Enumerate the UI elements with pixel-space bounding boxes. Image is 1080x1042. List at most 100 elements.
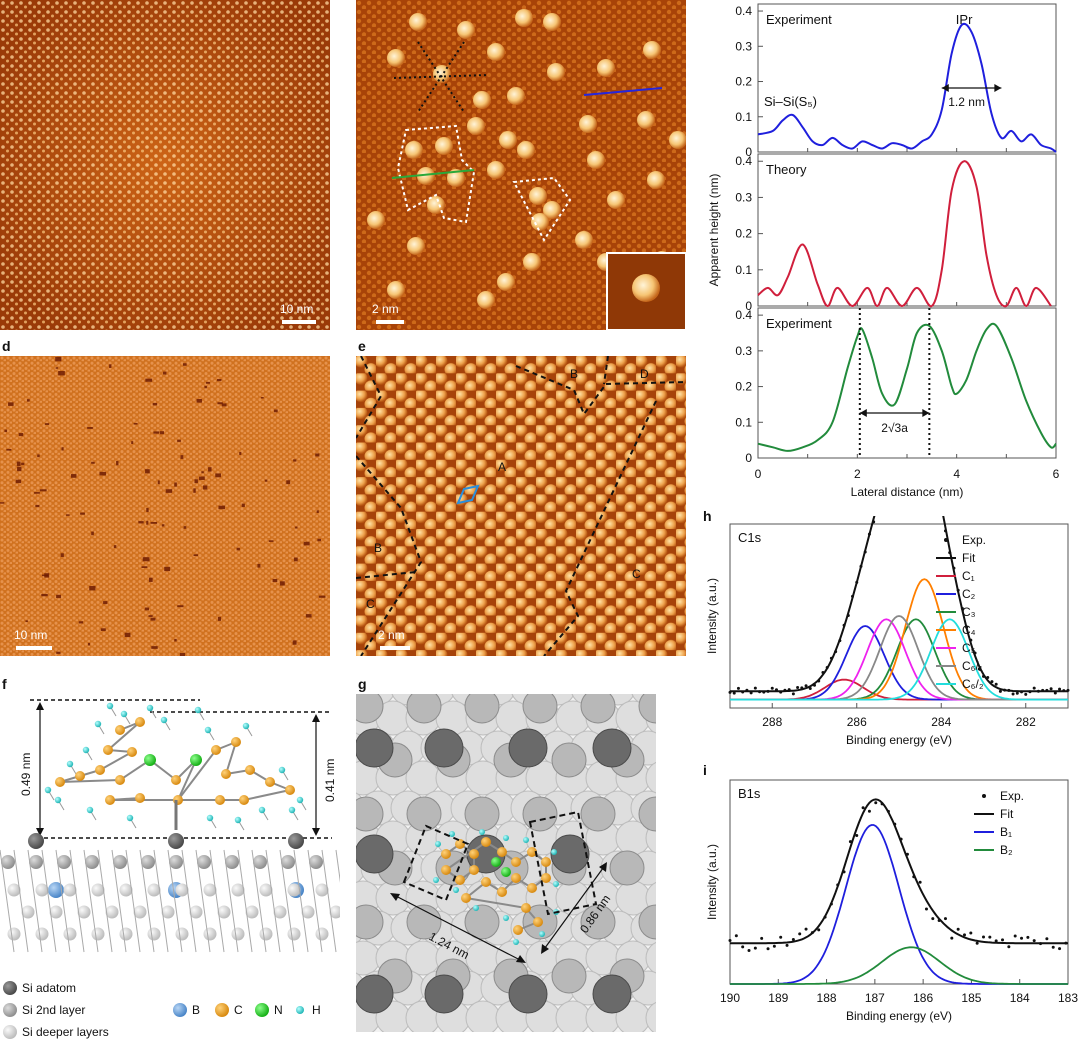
si-deeper bbox=[35, 883, 49, 897]
inset-molecule bbox=[632, 274, 660, 302]
green-profile-line bbox=[391, 169, 475, 179]
defect bbox=[146, 520, 149, 525]
c-atom bbox=[265, 777, 275, 787]
h-atom bbox=[258, 806, 266, 814]
defect bbox=[66, 514, 70, 516]
ipr-molecule bbox=[637, 111, 655, 129]
exp-point bbox=[796, 686, 800, 690]
exp-point bbox=[969, 931, 973, 935]
si-2nd bbox=[638, 694, 656, 724]
exp-point bbox=[804, 684, 808, 688]
bond bbox=[225, 741, 237, 775]
si-deeper bbox=[375, 880, 411, 916]
defect bbox=[241, 503, 245, 508]
si-2nd bbox=[580, 694, 616, 724]
defect bbox=[157, 480, 160, 485]
exp-point bbox=[943, 917, 947, 921]
h-atom bbox=[449, 831, 455, 837]
exp-point bbox=[1053, 691, 1057, 695]
exp-point bbox=[791, 692, 795, 696]
exp-point bbox=[1007, 945, 1011, 949]
defect bbox=[216, 378, 222, 382]
defect bbox=[138, 521, 144, 524]
domain-boundaries-e bbox=[356, 356, 686, 656]
h-atom bbox=[523, 837, 529, 843]
h-atom bbox=[54, 796, 62, 804]
panel-a-stm-svg bbox=[0, 0, 330, 330]
exp-point bbox=[1013, 934, 1017, 938]
defect bbox=[153, 431, 160, 434]
legend-swatch bbox=[3, 1025, 17, 1039]
c-atom bbox=[285, 785, 295, 795]
exp-point bbox=[863, 550, 867, 554]
y-tick-label: 0.4 bbox=[735, 4, 752, 18]
si-2nd bbox=[253, 855, 267, 869]
si-2nd bbox=[356, 694, 384, 724]
panel-f-structure: 0.49 nm 0.41 nm Si adatom Si 2nd layer Si … bbox=[0, 690, 340, 1042]
c-atom bbox=[511, 857, 521, 867]
si-2nd bbox=[141, 855, 155, 869]
x-tick-label: 183 bbox=[1058, 991, 1078, 1005]
h-atom bbox=[66, 760, 74, 768]
exp-point bbox=[741, 690, 745, 694]
defect bbox=[303, 541, 310, 546]
component-C3 bbox=[730, 618, 1068, 701]
x-tick-label: 187 bbox=[865, 991, 885, 1005]
h-atom bbox=[234, 816, 242, 824]
bond bbox=[177, 749, 217, 801]
exp-point bbox=[804, 927, 808, 931]
h-atom bbox=[435, 841, 441, 847]
exp-point bbox=[770, 686, 774, 690]
exp-point bbox=[1001, 938, 1005, 942]
defect bbox=[236, 547, 240, 551]
defect bbox=[164, 566, 171, 572]
exp-point bbox=[998, 689, 1002, 693]
si-adatom bbox=[356, 728, 394, 768]
exp-point bbox=[1032, 939, 1036, 943]
panel-label-d: d bbox=[2, 338, 11, 354]
h-atom bbox=[194, 706, 202, 714]
ipr-molecule bbox=[531, 213, 549, 231]
exp-point bbox=[758, 690, 762, 694]
defect bbox=[221, 403, 227, 407]
defect bbox=[165, 489, 173, 493]
x-tick-label: 4 bbox=[953, 467, 960, 481]
exp-point bbox=[813, 683, 816, 687]
exp-point bbox=[886, 809, 890, 813]
x-tick-label: 0 bbox=[755, 467, 762, 481]
si-2nd bbox=[57, 855, 71, 869]
y-tick-label: 0.1 bbox=[735, 110, 752, 124]
component-C6/2 bbox=[730, 618, 1068, 701]
exp-point bbox=[872, 520, 876, 524]
ipr-molecules-b bbox=[367, 9, 686, 309]
defect bbox=[260, 396, 264, 399]
defect bbox=[89, 585, 96, 591]
defect bbox=[217, 402, 223, 405]
defect bbox=[196, 399, 202, 403]
ipr-molecule bbox=[427, 196, 445, 214]
y-tick-label: 0.3 bbox=[735, 344, 752, 358]
defect bbox=[148, 577, 153, 582]
si-deeper bbox=[119, 883, 133, 897]
ipr-molecule bbox=[417, 167, 435, 185]
unit-cell-e bbox=[456, 484, 480, 505]
defect bbox=[163, 371, 167, 375]
exp-point bbox=[834, 650, 838, 654]
h-atom bbox=[126, 814, 134, 822]
ipr-molecule bbox=[367, 211, 385, 229]
h-atom bbox=[479, 829, 485, 835]
si-deeper bbox=[133, 905, 147, 919]
ipr-molecule bbox=[457, 21, 475, 39]
si-2nd bbox=[464, 796, 500, 832]
h-atom bbox=[296, 796, 304, 804]
component-B1 bbox=[730, 824, 1068, 985]
ipr-molecule bbox=[507, 87, 525, 105]
c-atom bbox=[455, 875, 465, 885]
si-2nd bbox=[406, 694, 442, 724]
exp-point bbox=[821, 670, 825, 674]
legend-entry: C₆/₁ bbox=[962, 659, 983, 673]
legend-f: Si adatom Si 2nd layer Si deeper layers B C N… bbox=[3, 981, 321, 1039]
lattice-bond bbox=[55, 849, 71, 953]
x-axis-label: Binding energy (eV) bbox=[846, 733, 952, 747]
